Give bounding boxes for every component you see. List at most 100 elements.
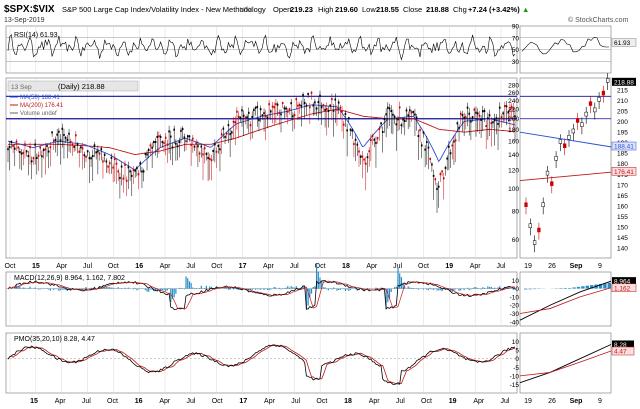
macd-tick-label: 0: [515, 286, 519, 293]
price-candle-body: [434, 178, 437, 181]
macd-histogram-bar: [24, 287, 26, 289]
macd-histogram-bar: [399, 273, 401, 289]
rsi-last-badge: [611, 38, 637, 47]
macd-histogram-bar: [321, 281, 323, 289]
macd-histogram-bar: [339, 288, 341, 290]
macd-histogram-bar: [83, 288, 85, 290]
price-candle-body: [166, 143, 169, 146]
macd-histogram-bar: [260, 288, 262, 290]
price-candle-body: [490, 122, 493, 125]
price-candle-body: [44, 148, 47, 151]
macd-histogram-bar: [468, 288, 470, 291]
macd-histogram-bar: [497, 287, 499, 289]
zoom-bottom-x-tick-label: 9: [598, 398, 602, 405]
macd-histogram-bar: [149, 288, 152, 290]
price-candle-body: [246, 116, 248, 119]
price-candle-body: [180, 129, 182, 132]
macd-zoom-bar: [563, 287, 567, 289]
price-candle-body: [73, 145, 75, 148]
zoom-price-tick-label: 200: [617, 119, 628, 126]
macd-histogram-bar: [263, 288, 265, 291]
macd-histogram-bar: [390, 288, 392, 292]
price-last-badge: [612, 77, 636, 86]
macd-signal-line: [7, 280, 516, 310]
macd-histogram-bar: [39, 288, 41, 290]
macd-histogram-bar: [48, 288, 50, 290]
macd-histogram-bar: [482, 287, 484, 289]
price-candle-body: [15, 140, 18, 143]
macd-histogram-bar: [270, 288, 272, 290]
price-candle-body: [183, 136, 186, 139]
price-candle-body: [95, 151, 97, 154]
price-candle-body: [234, 121, 237, 124]
panel-frames: [5, 25, 612, 394]
macd-last-badge: [612, 277, 636, 286]
macd-histogram-bar: [275, 287, 277, 289]
price-candle-body: [325, 108, 328, 111]
zoom-x-tick-label: Sep: [570, 263, 583, 270]
zoom-candle-body: [541, 202, 545, 207]
macd-histogram-bar: [204, 288, 206, 289]
up-arrow-icon: ▲: [522, 5, 529, 14]
price-candle-body: [505, 105, 508, 108]
macd-zoom-frame: [519, 271, 612, 327]
price-candle-body: [437, 185, 440, 188]
zoom-x-tick-label: 9: [598, 263, 602, 270]
price-candle-body: [334, 98, 337, 101]
zoom-candle-body: [537, 227, 541, 233]
price-candle-body: [332, 109, 335, 112]
macd-zoom-bar: [576, 286, 581, 289]
macd-zoom-bar: [603, 283, 607, 289]
price-candle-body: [500, 116, 503, 119]
macd-histogram-bar: [17, 285, 19, 289]
price-candle-body: [366, 156, 369, 159]
macd-histogram-bar: [433, 288, 435, 290]
macd-histogram-bar: [280, 288, 282, 290]
macd-histogram-bar: [314, 286, 316, 289]
zoom-candle-body: [558, 139, 563, 144]
macd-histogram-bar: [160, 288, 162, 291]
price-candle-body: [69, 140, 72, 143]
price-candle-body: [344, 112, 347, 115]
macd-histogram-bar: [183, 288, 185, 290]
pmo-last-badge: [612, 340, 634, 349]
price-candle-body: [247, 111, 250, 114]
macd-histogram-bar: [292, 287, 294, 289]
macd-histogram-bar: [407, 286, 409, 289]
price-candle-body: [359, 155, 362, 158]
macd-histogram-bar: [249, 288, 252, 290]
price-tick-label: 80: [512, 208, 520, 215]
price-candle-body: [88, 157, 91, 160]
zoom-ma50-line: [519, 131, 612, 148]
macd-zoom-bar: [524, 288, 528, 290]
price-candle-body: [429, 157, 432, 160]
price-candle-body: [192, 137, 194, 140]
price-candle-body: [122, 177, 125, 180]
macd-histogram-bar: [104, 287, 106, 289]
price-candle-body: [426, 141, 428, 144]
price-candle-body: [309, 106, 311, 109]
macd-histogram-bar: [463, 288, 465, 291]
macd-histogram-bar: [394, 287, 396, 289]
macd-histogram-bar: [336, 288, 338, 291]
x-tick-label: Jul: [290, 263, 299, 270]
price-candle-body: [487, 117, 489, 120]
macd-tick-label: -20: [510, 303, 520, 310]
macd-histogram-bar: [132, 288, 135, 290]
price-candle-body: [107, 165, 109, 168]
x-tick-label: Oct: [315, 263, 326, 270]
pmo-x-tick-label: 16: [135, 398, 143, 405]
price-candle-body: [120, 165, 123, 168]
zoom-candle-body: [606, 78, 610, 83]
macd-histogram-bar: [56, 288, 58, 290]
price-candle-body: [163, 141, 165, 144]
price-candle-body: [210, 159, 213, 162]
macd-histogram-bar: [431, 288, 433, 290]
zoom-price-tick-label: 195: [617, 130, 628, 137]
macd-histogram-bar: [309, 288, 311, 298]
price-candle-body: [229, 133, 231, 136]
price-candle-body: [231, 131, 233, 134]
zoom-candle-body: [593, 107, 597, 113]
price-candle-body: [420, 144, 423, 147]
price-candle-body: [412, 110, 415, 113]
